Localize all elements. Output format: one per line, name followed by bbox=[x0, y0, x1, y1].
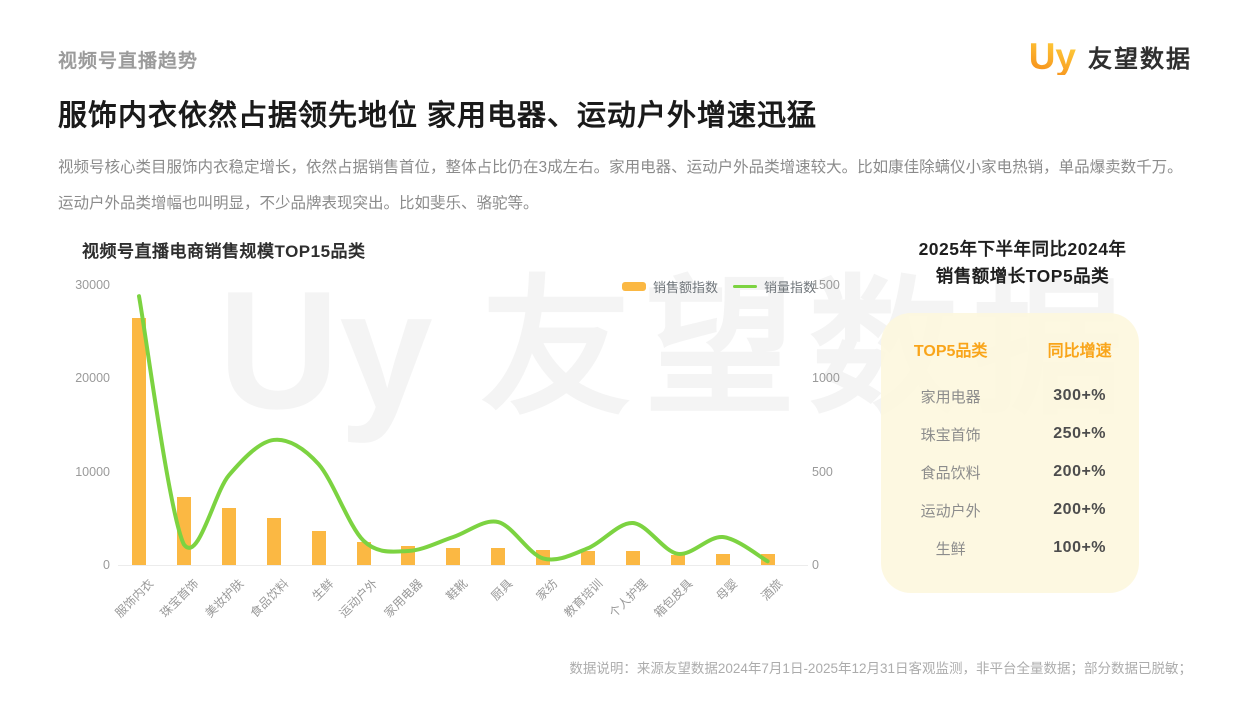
section-eyebrow: 视频号直播趋势 bbox=[58, 51, 199, 72]
chart-bar bbox=[625, 551, 640, 565]
growth-panel-title: 2025年下半年同比2024年 销售额增长TOP5品类 bbox=[880, 236, 1165, 290]
volume-line bbox=[137, 294, 770, 564]
growth-panel-title-line1: 2025年下半年同比2024年 bbox=[918, 239, 1127, 259]
chart-bar bbox=[581, 551, 595, 565]
chart-bar bbox=[311, 531, 326, 565]
page-title: 服饰内衣依然占据领先地位 家用电器、运动户外增速迅猛 bbox=[58, 100, 818, 132]
y-axis-tick-left: 30000 bbox=[75, 278, 110, 292]
table-row: 生鲜 100+% bbox=[881, 529, 1139, 567]
volume-index-legend-label: 销量指数 bbox=[764, 280, 817, 295]
brand-logo-icon: Uy bbox=[1028, 36, 1076, 77]
chart-bar bbox=[266, 518, 281, 565]
growth-cell: 200+% bbox=[1053, 501, 1107, 518]
growth-table-header-growth: 同比增速 bbox=[1047, 343, 1112, 360]
table-row: 运动户外 200+% bbox=[881, 491, 1139, 529]
category-cell: 运动户外 bbox=[920, 502, 981, 520]
category-cell: 食品饮料 bbox=[920, 464, 981, 482]
growth-panel-title-line2: 销售额增长TOP5品类 bbox=[935, 266, 1110, 287]
chart-bar bbox=[221, 508, 236, 565]
y-axis-tick-right: 1500 bbox=[812, 278, 840, 292]
y-axis-tick-left: 20000 bbox=[75, 371, 110, 386]
category-cell: 家用电器 bbox=[920, 388, 981, 406]
chart-title: 视频号直播电商销售规模TOP15品类 bbox=[82, 242, 366, 261]
y-axis-tick-left: 0 bbox=[103, 558, 110, 572]
table-row: 珠宝首饰 250+% bbox=[881, 415, 1139, 453]
brand-logo: Uy 友望数据 bbox=[1029, 38, 1192, 75]
chart-legend: 销售额指数 销量指数 bbox=[622, 277, 824, 296]
y-axis-tick-right: 500 bbox=[812, 464, 833, 479]
chart-bar bbox=[491, 548, 506, 565]
y-axis-tick-right: 1000 bbox=[812, 371, 840, 386]
chart-bar bbox=[356, 541, 371, 565]
category-cell: 生鲜 bbox=[935, 540, 966, 558]
growth-cell: 250+% bbox=[1053, 425, 1107, 442]
sales-index-legend-swatch bbox=[622, 282, 646, 291]
x-axis-line bbox=[118, 565, 808, 566]
chart-bar bbox=[132, 317, 146, 565]
y-axis-tick-right: 0 bbox=[812, 558, 819, 572]
growth-table-rows: 家用电器 300+% 珠宝首饰 250+% 食品饮料 200+% 运动户外 20… bbox=[881, 377, 1139, 567]
growth-cell: 300+% bbox=[1053, 387, 1107, 404]
growth-cell: 200+% bbox=[1053, 463, 1107, 480]
growth-table-header: TOP5品类 同比增速 bbox=[881, 337, 1139, 361]
growth-cell: 100+% bbox=[1053, 539, 1107, 556]
data-source-note: 数据说明：来源友望数据2024年7月1日-2025年12月31日客观监测，非平台… bbox=[569, 661, 1192, 676]
category-cell: 珠宝首饰 bbox=[920, 426, 981, 444]
table-row: 食品饮料 200+% bbox=[881, 453, 1139, 491]
brand-logo-text: 友望数据 bbox=[1088, 46, 1192, 73]
chart-bar bbox=[446, 548, 461, 565]
growth-table-header-category: TOP5品类 bbox=[913, 343, 988, 360]
volume-index-legend-swatch bbox=[733, 285, 758, 288]
chart-bar bbox=[715, 553, 730, 565]
table-row: 家用电器 300+% bbox=[881, 377, 1139, 415]
y-axis-tick-left: 10000 bbox=[75, 464, 110, 479]
chart-bar bbox=[670, 555, 685, 565]
description-paragraph: 视频号核心类目服饰内衣稳定增长，依然占据销售首位，整体占比仍在3成左右。家用电器… bbox=[58, 159, 1183, 213]
chart-plot: 0 10000 20000 30000 0 500 1000 1500 服饰内衣 珠宝首饰 美妆护肤… bbox=[75, 278, 840, 668]
sales-index-legend-label: 销售额指数 bbox=[653, 280, 719, 295]
volume-line-path bbox=[137, 294, 770, 564]
growth-table-card: TOP5品类 同比增速 家用电器 300+% 珠宝首饰 250+% 食品饮料 2… bbox=[881, 313, 1139, 593]
